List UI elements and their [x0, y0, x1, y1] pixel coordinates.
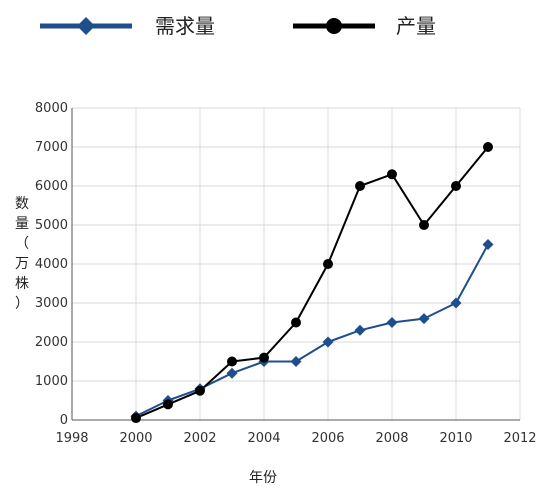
y-axis-label: 数量 （ 万株 ）: [15, 196, 29, 312]
series-line-2: [135, 146, 489, 420]
x-tick-label: 2004: [247, 431, 280, 446]
grid: [72, 107, 521, 420]
y-tick-label: 4000: [35, 257, 68, 272]
y-axis-label-char: （: [15, 236, 29, 252]
data-point: [418, 313, 430, 325]
data-point: [291, 317, 301, 328]
x-tick-label: 1998: [55, 431, 88, 446]
series-lines: [135, 146, 489, 420]
x-tick-label: 2006: [311, 431, 344, 446]
data-point: [451, 181, 461, 191]
x-tick-label: 2008: [375, 431, 408, 446]
y-axis-label-char: 万: [15, 256, 29, 272]
x-tick-labels: 1998 2000 2002 2004 2006 2008 2010 2012: [55, 431, 536, 446]
legend-swatch-marker: [326, 18, 342, 34]
axes: [71, 108, 520, 421]
y-axis-label-char: 数: [15, 196, 29, 212]
legend-item-1: 需求量: [40, 14, 215, 38]
legend-label: 产量: [396, 14, 436, 38]
data-point: [355, 181, 365, 191]
y-tick-label: 5000: [35, 218, 68, 233]
legend-label: 需求量: [155, 14, 215, 38]
data-point: [259, 352, 269, 363]
y-tick-labels: 0 1000 2000 3000 4000 5000 6000 7000 8000: [35, 101, 68, 428]
y-axis-label-char: 量: [15, 216, 29, 232]
series-markers: [130, 142, 494, 424]
y-tick-label: 2000: [35, 335, 68, 350]
y-tick-label: 1000: [35, 374, 68, 389]
y-tick-label: 6000: [35, 179, 68, 194]
y-axis-label-char: ）: [15, 296, 29, 312]
x-tick-label: 2012: [503, 431, 536, 446]
x-tick-label: 2010: [439, 431, 472, 446]
y-tick-label: 8000: [35, 101, 68, 116]
y-tick-label: 7000: [35, 140, 68, 155]
data-point: [131, 413, 141, 424]
x-tick-label: 2002: [183, 431, 216, 446]
data-point: [419, 220, 429, 230]
data-point: [483, 142, 493, 152]
data-point: [386, 317, 398, 328]
legend-item-2: 产量: [293, 14, 436, 38]
y-tick-label: 0: [60, 413, 68, 428]
data-point: [354, 324, 366, 336]
data-point: [450, 297, 462, 309]
legend: 需求量 产量: [40, 14, 436, 38]
series-line-1: [135, 244, 489, 417]
x-axis-label: 年份: [249, 470, 277, 486]
legend-swatch-marker: [77, 17, 95, 35]
y-axis-label-char: 株: [15, 276, 29, 292]
y-tick-label: 3000: [35, 296, 68, 311]
data-point: [195, 385, 205, 396]
data-point: [322, 336, 334, 348]
data-point: [227, 356, 237, 367]
data-point: [482, 239, 494, 250]
data-point: [226, 367, 238, 379]
data-point: [290, 356, 302, 367]
data-point: [163, 399, 173, 410]
x-tick-label: 2000: [119, 431, 152, 446]
data-point: [323, 259, 333, 269]
data-point: [387, 169, 397, 180]
